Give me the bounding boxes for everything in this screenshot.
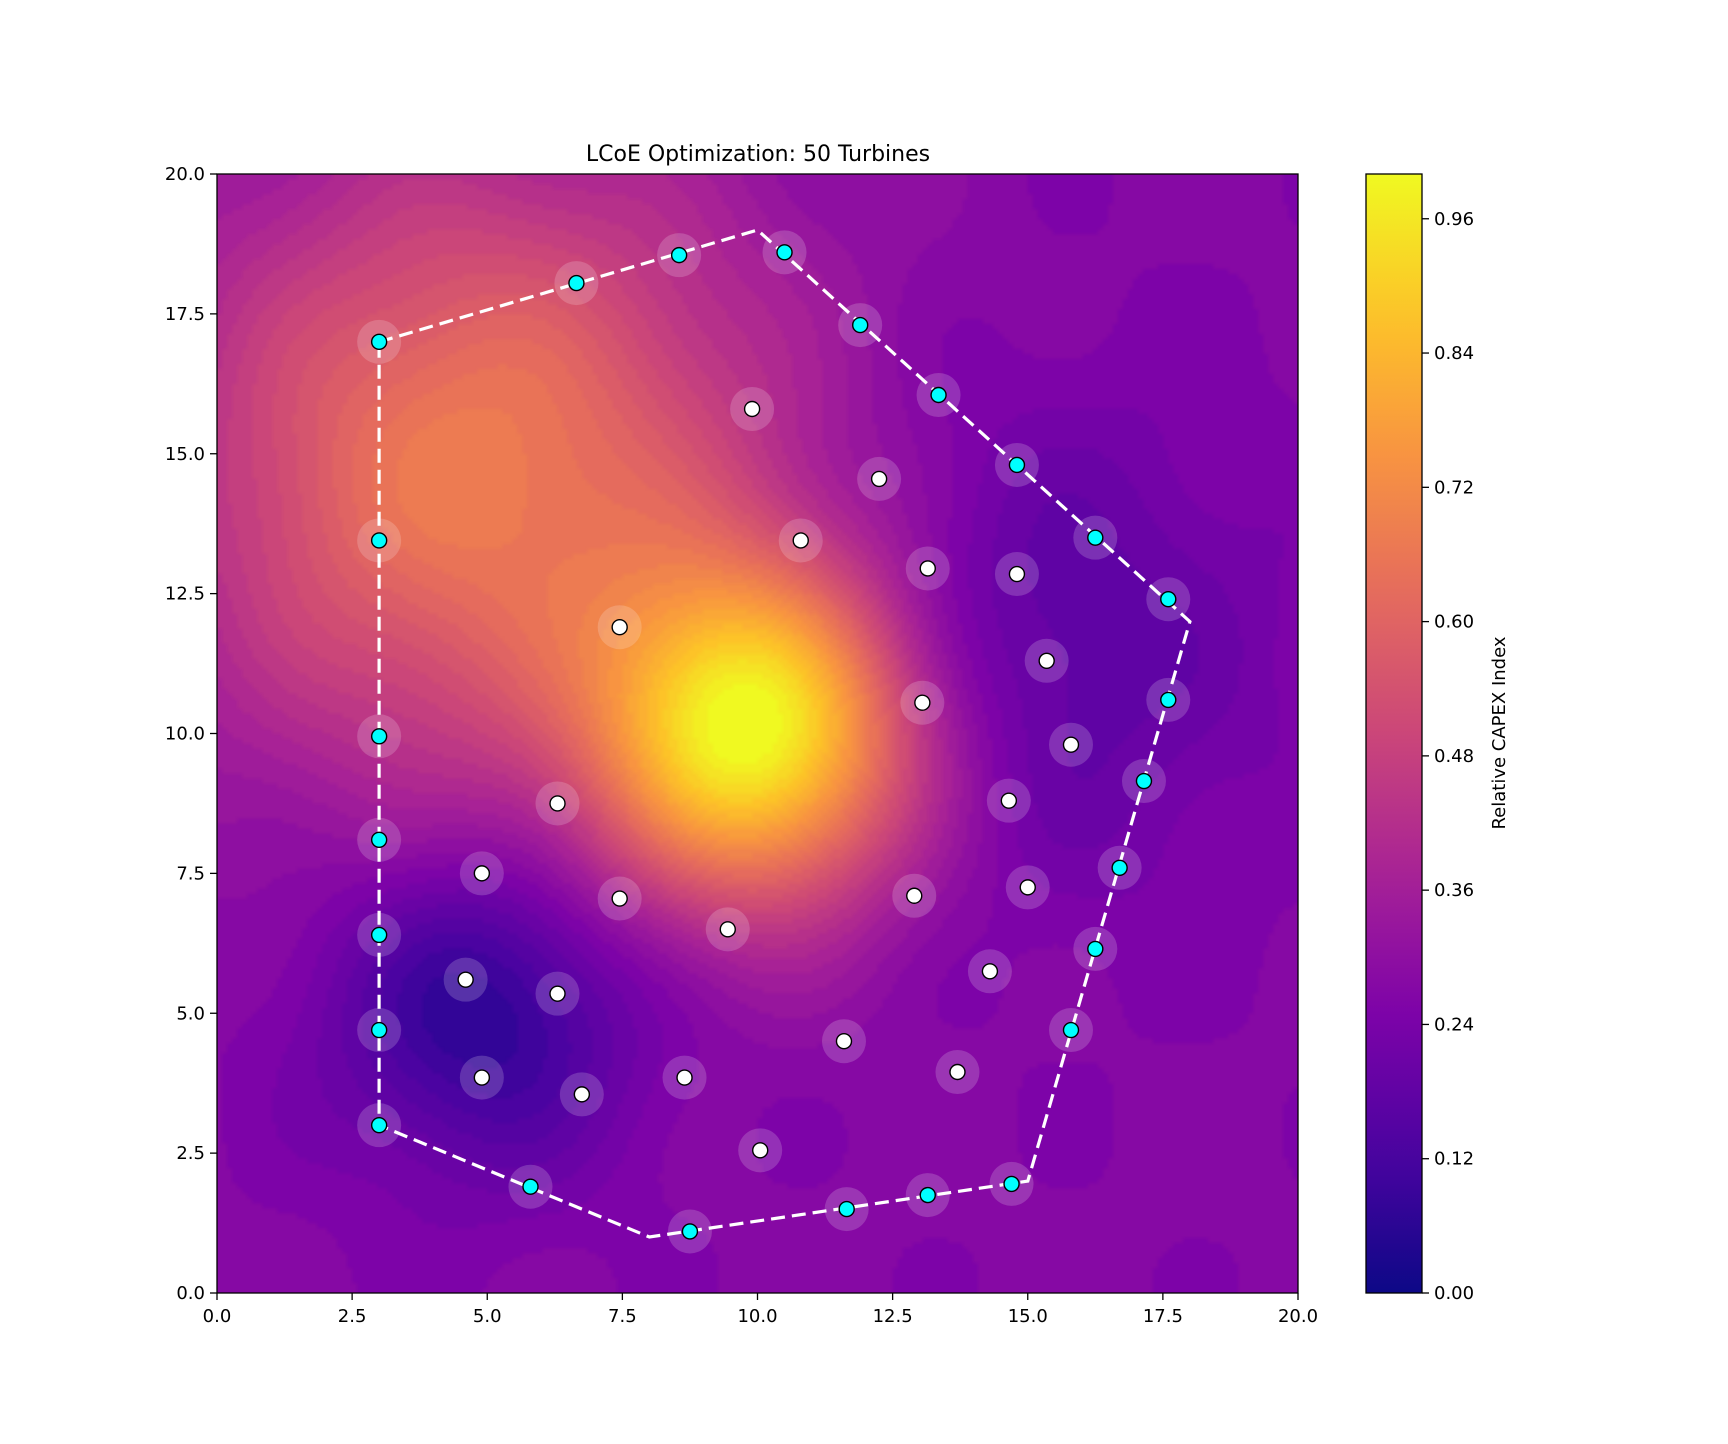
x-tick-label: 15.0 xyxy=(1008,1306,1048,1327)
interior-turbine-point xyxy=(457,971,474,988)
interior-turbine-point xyxy=(949,1063,966,1081)
colorbar-tick-label: 0.36 xyxy=(1434,880,1474,901)
boundary-turbine-point xyxy=(851,316,869,334)
x-tick-label: 5.0 xyxy=(473,1306,502,1327)
boundary-turbine-point xyxy=(1003,1175,1020,1193)
interior-turbine-point xyxy=(676,1069,693,1086)
colorbar-tick-label: 0.12 xyxy=(1434,1149,1474,1170)
boundary-turbine-point xyxy=(1135,772,1153,790)
y-tick-label: 0.0 xyxy=(176,1283,205,1304)
boundary-turbine-point xyxy=(1062,1021,1080,1039)
boundary-turbine-point xyxy=(370,333,388,351)
interior-turbine-point xyxy=(573,1086,591,1103)
x-tick-label: 0.0 xyxy=(203,1306,232,1327)
x-tick-label: 7.5 xyxy=(608,1306,637,1327)
boundary-turbine-point xyxy=(370,926,388,944)
plot-area xyxy=(216,173,1299,1294)
interior-turbine-point xyxy=(906,887,923,904)
colorbar-tick-label: 0.72 xyxy=(1434,477,1474,498)
turbine-layer xyxy=(357,230,1191,1254)
interior-turbine-point xyxy=(549,795,566,812)
interior-turbine-point xyxy=(792,532,809,549)
colorbar-tick-label: 0.96 xyxy=(1434,209,1474,230)
colorbar-label: Relative CAPEX Index xyxy=(1489,636,1510,829)
interior-turbine-point xyxy=(835,1033,853,1050)
boundary-turbine-point xyxy=(930,386,947,404)
interior-turbine-point xyxy=(1062,736,1080,753)
boundary-turbine-point xyxy=(1160,691,1177,709)
y-tick-label: 15.0 xyxy=(165,444,205,465)
boundary-turbine-point xyxy=(1008,456,1026,474)
interior-turbine-point xyxy=(473,1069,491,1086)
interior-turbine-point xyxy=(1038,652,1055,669)
interior-turbine-point xyxy=(549,985,566,1002)
y-tick-label: 20.0 xyxy=(165,164,205,185)
colorbar-tick-label: 0.00 xyxy=(1434,1283,1474,1304)
chart-title: LCoE Optimization: 50 Turbines xyxy=(586,142,930,167)
colorbar-tick-label: 0.24 xyxy=(1434,1014,1474,1035)
boundary-turbine-point xyxy=(370,831,388,849)
x-tick-label: 20.0 xyxy=(1278,1306,1318,1327)
interior-turbine-point xyxy=(1000,792,1018,809)
interior-turbine-point xyxy=(719,921,736,938)
boundary-turbine-point xyxy=(370,1116,388,1134)
y-tick-label: 2.5 xyxy=(176,1143,205,1164)
boundary-turbine-point xyxy=(1087,940,1104,958)
interior-turbine-point xyxy=(1008,565,1026,583)
boundary-turbine-point xyxy=(838,1200,855,1218)
boundary-turbine-point xyxy=(370,728,388,745)
interior-turbine-point xyxy=(1019,879,1036,896)
interior-turbine-point xyxy=(919,560,936,577)
x-tick-label: 17.5 xyxy=(1143,1306,1183,1327)
interior-turbine-point xyxy=(611,618,628,636)
colorbar-tick-label: 0.60 xyxy=(1434,612,1474,633)
colorbar-frame xyxy=(1365,173,1423,1294)
colorbar: 0.00 0.12 0.24 0.36 0.48 0.60 0.72 0.84 0.96 Rel… xyxy=(1365,173,1510,1304)
interior-turbine-point xyxy=(752,1142,769,1159)
interior-turbine-point xyxy=(611,890,628,907)
colorbar-gradient xyxy=(1366,174,1422,1293)
heatmap-field xyxy=(217,174,1298,1293)
boundary-turbine-point xyxy=(776,244,793,261)
y-tick-label: 5.0 xyxy=(176,1003,205,1024)
colorbar-ticks: 0.00 0.12 0.24 0.36 0.48 0.60 0.72 0.84 0.96 xyxy=(1422,209,1474,1304)
x-tick-label: 12.5 xyxy=(873,1306,913,1327)
boundary-turbine-point xyxy=(370,1021,388,1039)
boundary-turbine-series xyxy=(357,230,1191,1254)
boundary-turbine-point xyxy=(681,1223,699,1240)
boundary-turbine-point xyxy=(370,532,388,549)
y-axis: 0.0 2.5 5.0 7.5 10.0 12.5 15.0 17.5 20.0 xyxy=(165,164,217,1304)
y-tick-label: 17.5 xyxy=(165,304,205,325)
interior-turbine-point xyxy=(743,400,761,418)
interior-turbine-series xyxy=(443,386,1093,1173)
interior-turbine-point xyxy=(981,963,999,980)
y-tick-label: 10.0 xyxy=(165,724,205,745)
boundary-turbine-point xyxy=(919,1186,936,1204)
boundary-turbine-point xyxy=(1087,529,1104,546)
interior-turbine-point xyxy=(914,694,931,711)
colorbar-tick-label: 0.48 xyxy=(1434,746,1474,767)
interior-turbine-point xyxy=(870,470,888,488)
y-tick-label: 12.5 xyxy=(165,584,205,605)
x-axis: 0.0 2.5 5.0 7.5 10.0 12.5 15.0 17.5 20.0 xyxy=(203,1293,1318,1327)
interior-turbine-point xyxy=(473,865,491,882)
x-tick-label: 10.0 xyxy=(737,1306,777,1327)
boundary-turbine-point xyxy=(1160,591,1177,608)
boundary-turbine-point xyxy=(522,1178,539,1195)
colorbar-tick-label: 0.84 xyxy=(1434,343,1474,364)
boundary-turbine-point xyxy=(1111,859,1128,876)
y-tick-label: 7.5 xyxy=(176,863,205,884)
x-tick-label: 2.5 xyxy=(338,1306,367,1327)
boundary-turbine-point xyxy=(568,274,585,292)
boundary-turbine-point xyxy=(670,246,688,264)
